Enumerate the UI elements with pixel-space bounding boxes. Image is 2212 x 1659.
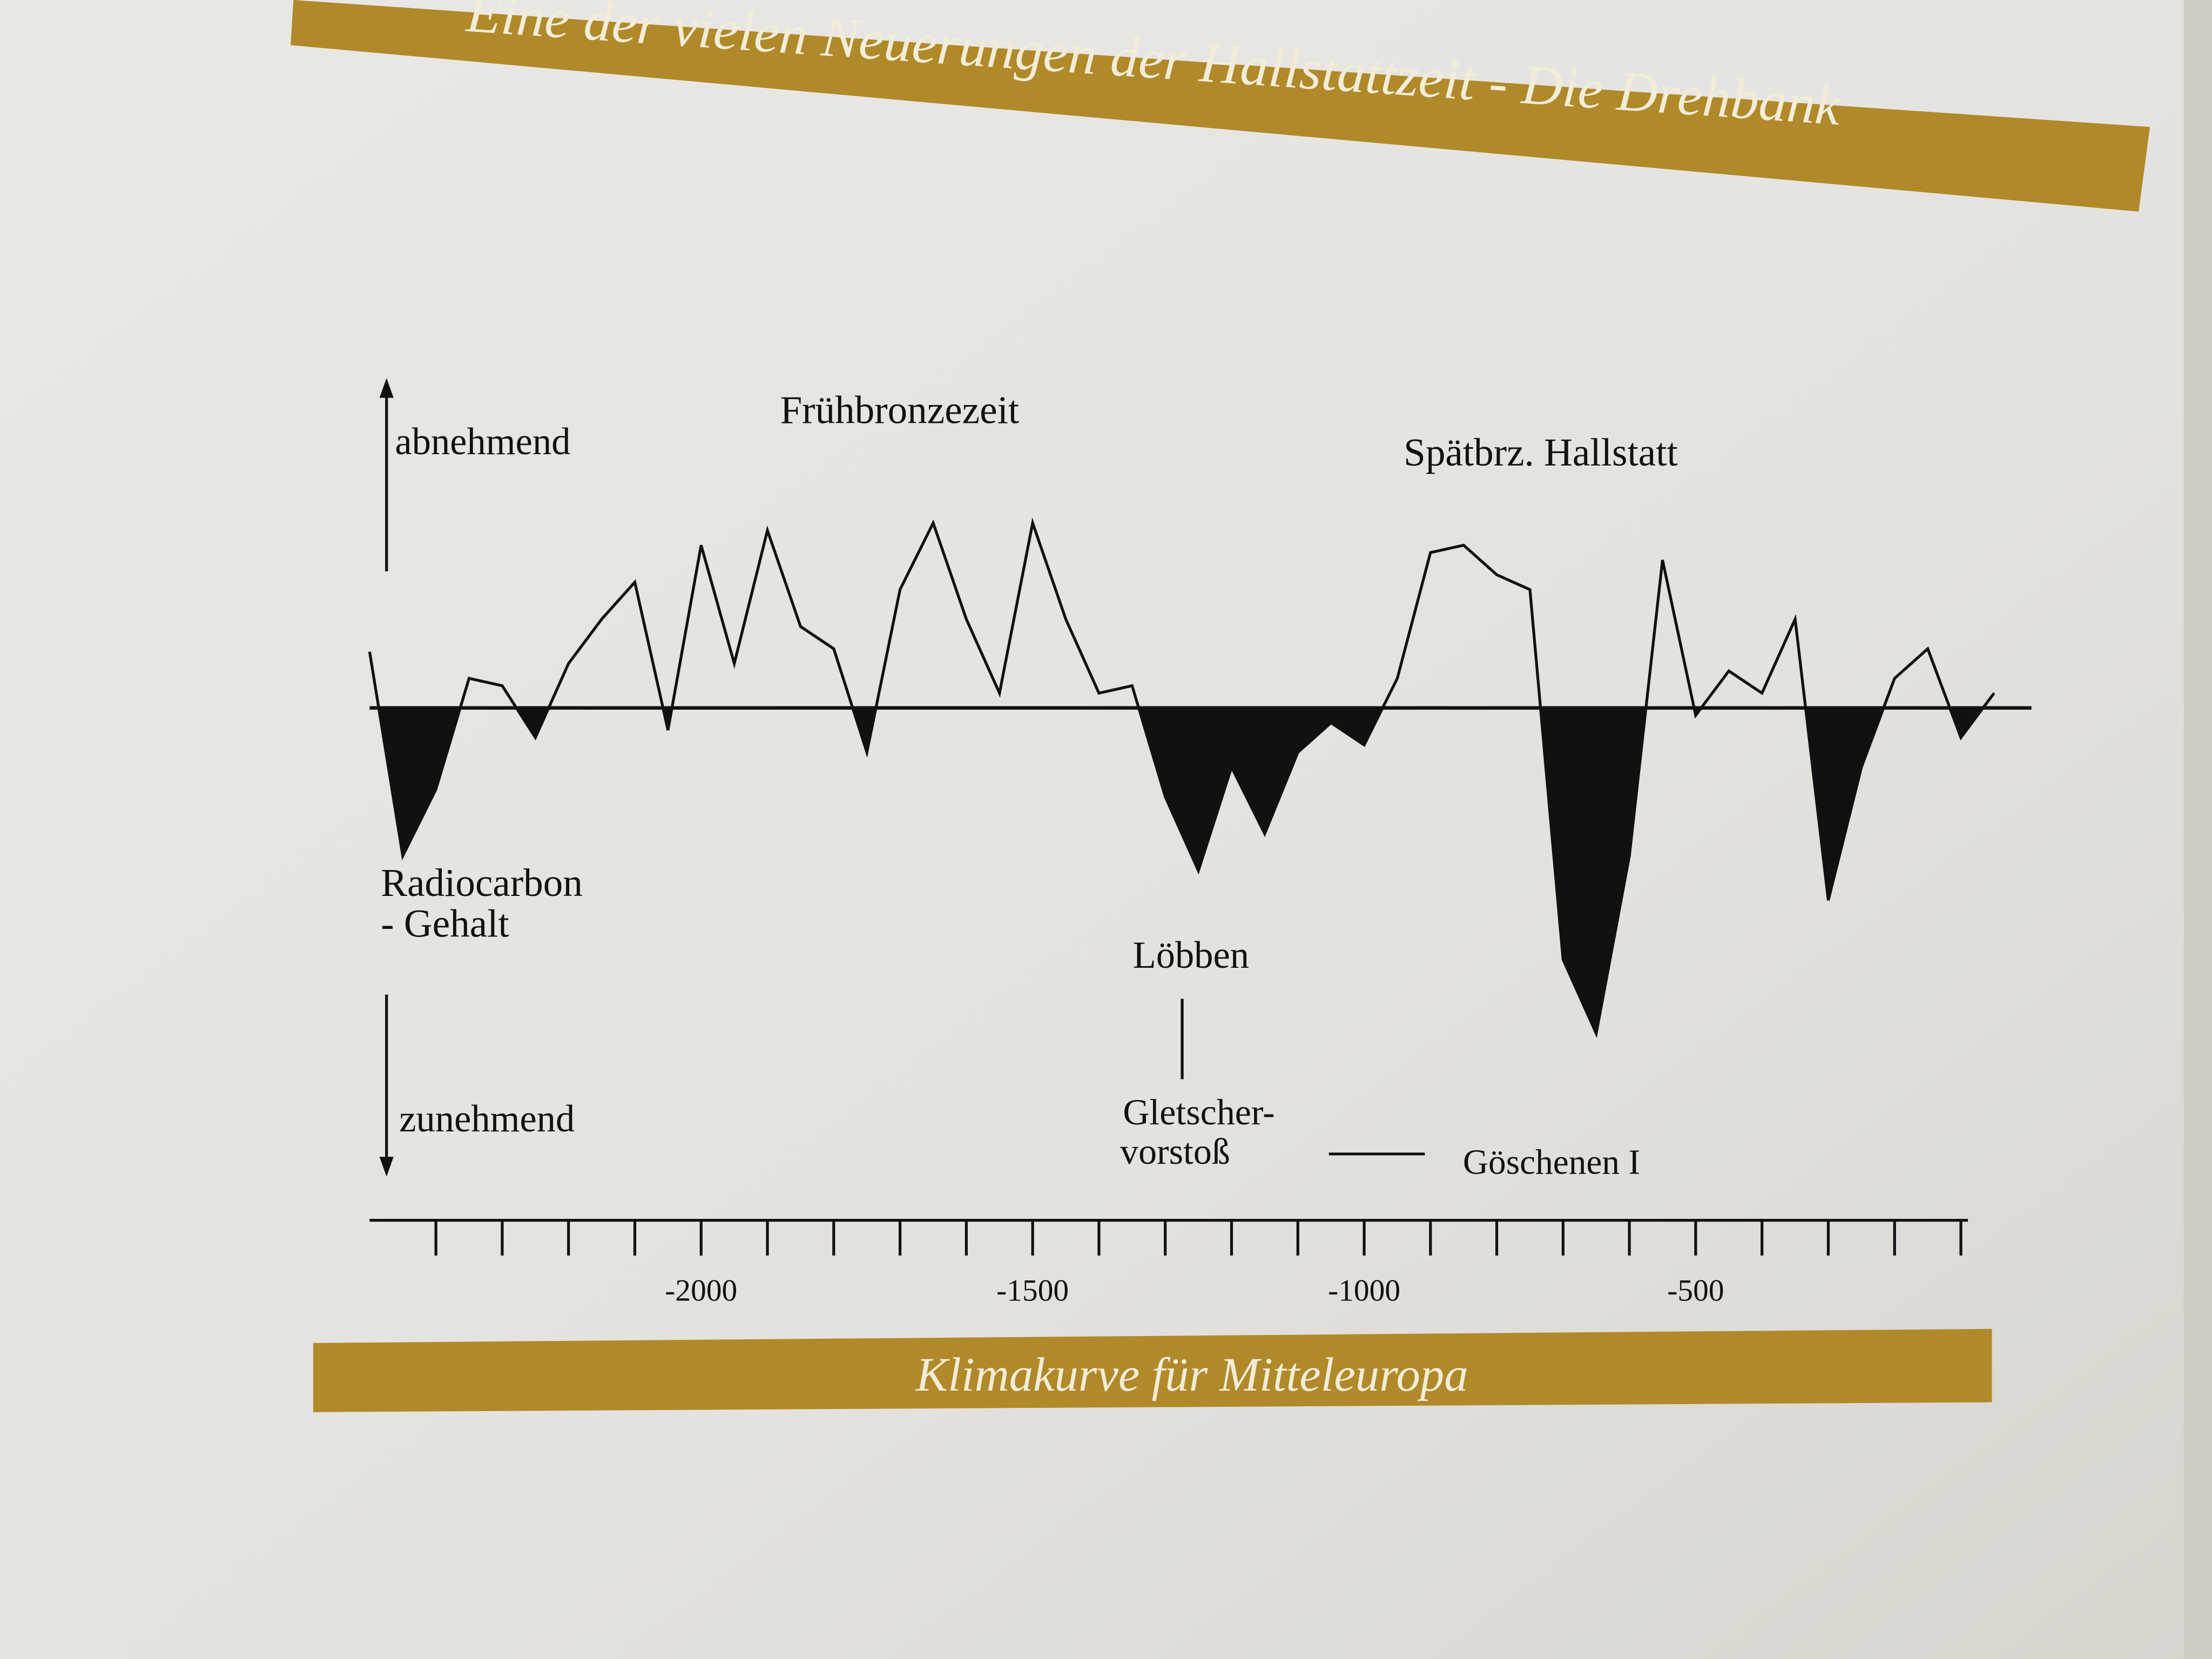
annotation: - Gehalt xyxy=(381,902,509,946)
chart-title: Klimakurve für Mitteleuropa xyxy=(915,1348,1468,1401)
annotation: Göschenen I xyxy=(1463,1143,1640,1182)
annotation: Radiocarbon xyxy=(381,861,583,905)
annotation: Gletscher- xyxy=(1123,1091,1274,1132)
annotation: Spätbrz. Hallstatt xyxy=(1404,430,1678,474)
x-tick-label: -1500 xyxy=(996,1273,1069,1307)
x-tick-label: -1000 xyxy=(1328,1273,1400,1307)
negative-area xyxy=(379,707,1983,1034)
header-banner xyxy=(291,0,2150,212)
caption-banner xyxy=(313,1328,1992,1412)
annotation: vorstoß xyxy=(1120,1131,1230,1172)
y-label-top: abnehmend xyxy=(395,421,570,463)
annotation: Frühbronzezeit xyxy=(780,388,1020,432)
arrow-head xyxy=(379,378,394,398)
curve xyxy=(368,517,1995,1038)
annotation: Löbben xyxy=(1133,934,1249,976)
frame-edge xyxy=(2183,0,2212,1659)
x-tick-label: -500 xyxy=(1667,1273,1724,1307)
arrow-head xyxy=(379,1157,394,1177)
y-label-bottom: zunehmend xyxy=(399,1098,575,1140)
x-tick-label: -2000 xyxy=(665,1273,737,1307)
